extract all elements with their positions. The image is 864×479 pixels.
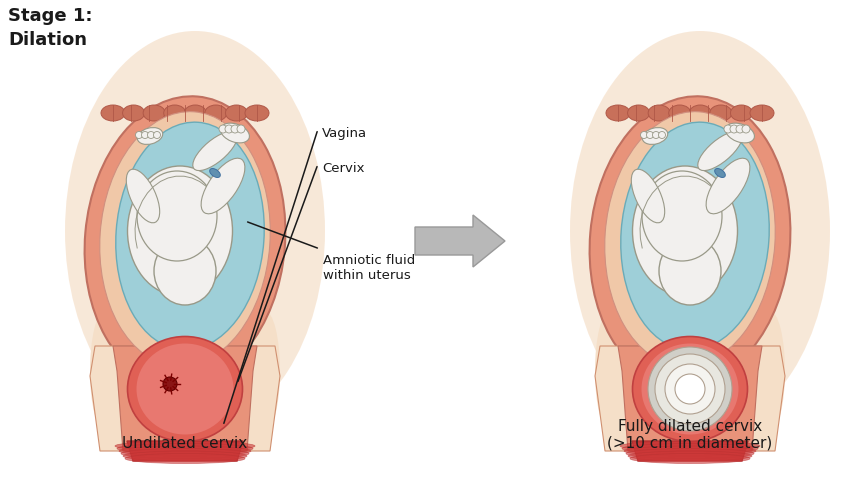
Circle shape — [231, 125, 239, 133]
Ellipse shape — [201, 158, 245, 214]
Circle shape — [652, 132, 659, 138]
Ellipse shape — [755, 311, 785, 431]
Ellipse shape — [641, 343, 739, 434]
Ellipse shape — [126, 169, 160, 223]
Ellipse shape — [154, 237, 216, 305]
Ellipse shape — [123, 105, 144, 121]
Ellipse shape — [730, 105, 753, 121]
Ellipse shape — [632, 166, 738, 296]
Ellipse shape — [589, 96, 791, 386]
Ellipse shape — [620, 122, 769, 350]
Ellipse shape — [750, 105, 774, 121]
Ellipse shape — [642, 171, 722, 261]
Ellipse shape — [630, 454, 750, 464]
Circle shape — [640, 132, 647, 138]
Ellipse shape — [706, 158, 750, 214]
Ellipse shape — [115, 441, 255, 451]
Text: Dilation: Dilation — [8, 31, 87, 49]
Ellipse shape — [121, 448, 249, 458]
Ellipse shape — [606, 105, 630, 121]
Ellipse shape — [624, 446, 756, 456]
Ellipse shape — [128, 337, 243, 442]
Circle shape — [736, 125, 744, 133]
Ellipse shape — [99, 112, 270, 366]
Circle shape — [665, 364, 715, 414]
Ellipse shape — [137, 171, 217, 261]
Ellipse shape — [689, 105, 711, 121]
Ellipse shape — [632, 169, 664, 223]
Circle shape — [675, 374, 705, 404]
Ellipse shape — [250, 311, 280, 431]
Text: Amniotic fluid
within uterus: Amniotic fluid within uterus — [323, 254, 416, 282]
Ellipse shape — [726, 123, 754, 143]
Circle shape — [136, 132, 143, 138]
Ellipse shape — [119, 446, 251, 456]
Polygon shape — [618, 346, 762, 451]
Ellipse shape — [101, 105, 125, 121]
Polygon shape — [632, 441, 748, 461]
Ellipse shape — [605, 112, 775, 366]
Ellipse shape — [143, 105, 165, 121]
Ellipse shape — [627, 105, 650, 121]
Ellipse shape — [193, 131, 238, 171]
Ellipse shape — [137, 127, 162, 145]
Circle shape — [655, 354, 725, 424]
Ellipse shape — [137, 343, 233, 434]
Ellipse shape — [90, 311, 120, 431]
Circle shape — [219, 125, 227, 133]
Ellipse shape — [128, 166, 232, 296]
Ellipse shape — [220, 123, 250, 143]
Ellipse shape — [116, 122, 264, 350]
Text: Vagina: Vagina — [322, 126, 367, 139]
Ellipse shape — [620, 441, 760, 451]
Circle shape — [148, 132, 155, 138]
Ellipse shape — [85, 96, 285, 386]
Text: Stage 1:: Stage 1: — [8, 7, 92, 25]
Ellipse shape — [570, 31, 830, 431]
Ellipse shape — [210, 169, 220, 178]
Circle shape — [742, 125, 750, 133]
Ellipse shape — [184, 105, 206, 121]
Circle shape — [724, 125, 732, 133]
Circle shape — [648, 347, 732, 431]
Polygon shape — [113, 346, 257, 451]
Ellipse shape — [163, 105, 186, 121]
Ellipse shape — [648, 105, 670, 121]
Ellipse shape — [245, 105, 269, 121]
Circle shape — [730, 125, 738, 133]
Circle shape — [225, 125, 233, 133]
Text: Cervix: Cervix — [322, 161, 365, 174]
Ellipse shape — [205, 105, 227, 121]
Circle shape — [154, 132, 161, 138]
Ellipse shape — [65, 31, 325, 431]
Polygon shape — [595, 346, 785, 451]
Ellipse shape — [698, 131, 742, 171]
Polygon shape — [90, 346, 280, 451]
Ellipse shape — [669, 105, 690, 121]
Polygon shape — [127, 441, 243, 461]
Ellipse shape — [125, 454, 245, 464]
Ellipse shape — [632, 337, 747, 442]
Ellipse shape — [226, 105, 247, 121]
Ellipse shape — [642, 127, 668, 145]
Ellipse shape — [595, 311, 625, 431]
Ellipse shape — [123, 451, 247, 461]
Circle shape — [658, 132, 665, 138]
Ellipse shape — [628, 451, 752, 461]
Text: Undilated cervix: Undilated cervix — [123, 436, 248, 451]
Circle shape — [237, 125, 245, 133]
Circle shape — [142, 132, 149, 138]
Ellipse shape — [710, 105, 732, 121]
Ellipse shape — [622, 444, 758, 454]
Ellipse shape — [659, 237, 721, 305]
Ellipse shape — [715, 169, 725, 178]
Circle shape — [646, 132, 653, 138]
Circle shape — [163, 377, 177, 391]
Ellipse shape — [626, 448, 754, 458]
Text: Fully dilated cervix
(>10 cm in diameter): Fully dilated cervix (>10 cm in diameter… — [607, 419, 772, 451]
FancyArrow shape — [415, 215, 505, 267]
Ellipse shape — [117, 444, 253, 454]
